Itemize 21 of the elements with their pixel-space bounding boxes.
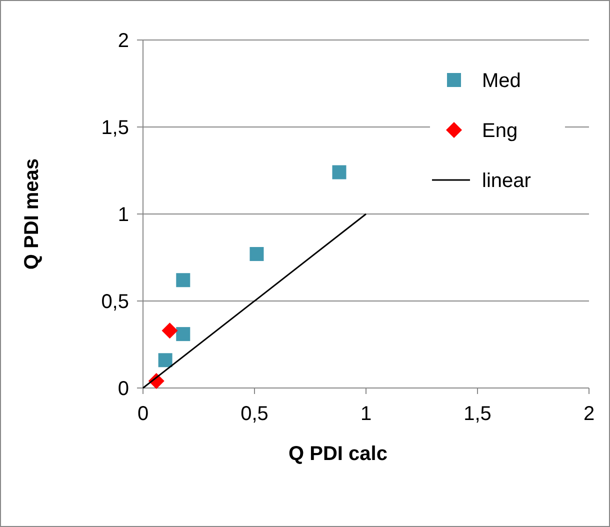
point: [176, 327, 190, 342]
point: [158, 353, 172, 368]
y-tick-label: 0,5: [101, 291, 129, 313]
point: [250, 247, 264, 262]
legend-label: linear: [482, 170, 532, 192]
y-tick-label: 1,5: [101, 117, 129, 139]
point: [332, 165, 346, 180]
x-tick-label: 2: [583, 403, 595, 425]
y-tick-label: 0: [118, 378, 129, 400]
point: [176, 273, 190, 288]
y-axis-title: Q PDI meas: [21, 158, 43, 270]
y-tick-label: 2: [118, 30, 129, 52]
x-tick-label: 1,5: [464, 403, 492, 425]
y-tick-label: 1: [118, 204, 129, 226]
x-tick-label: 0: [137, 403, 149, 425]
x-axis-title: Q PDI calc: [288, 443, 388, 465]
legend-label: Eng: [482, 120, 518, 142]
point: [162, 322, 178, 339]
legend-label: Med: [482, 70, 521, 92]
x-tick-label: 0,5: [240, 403, 268, 425]
x-tick-label: 1: [360, 403, 372, 425]
